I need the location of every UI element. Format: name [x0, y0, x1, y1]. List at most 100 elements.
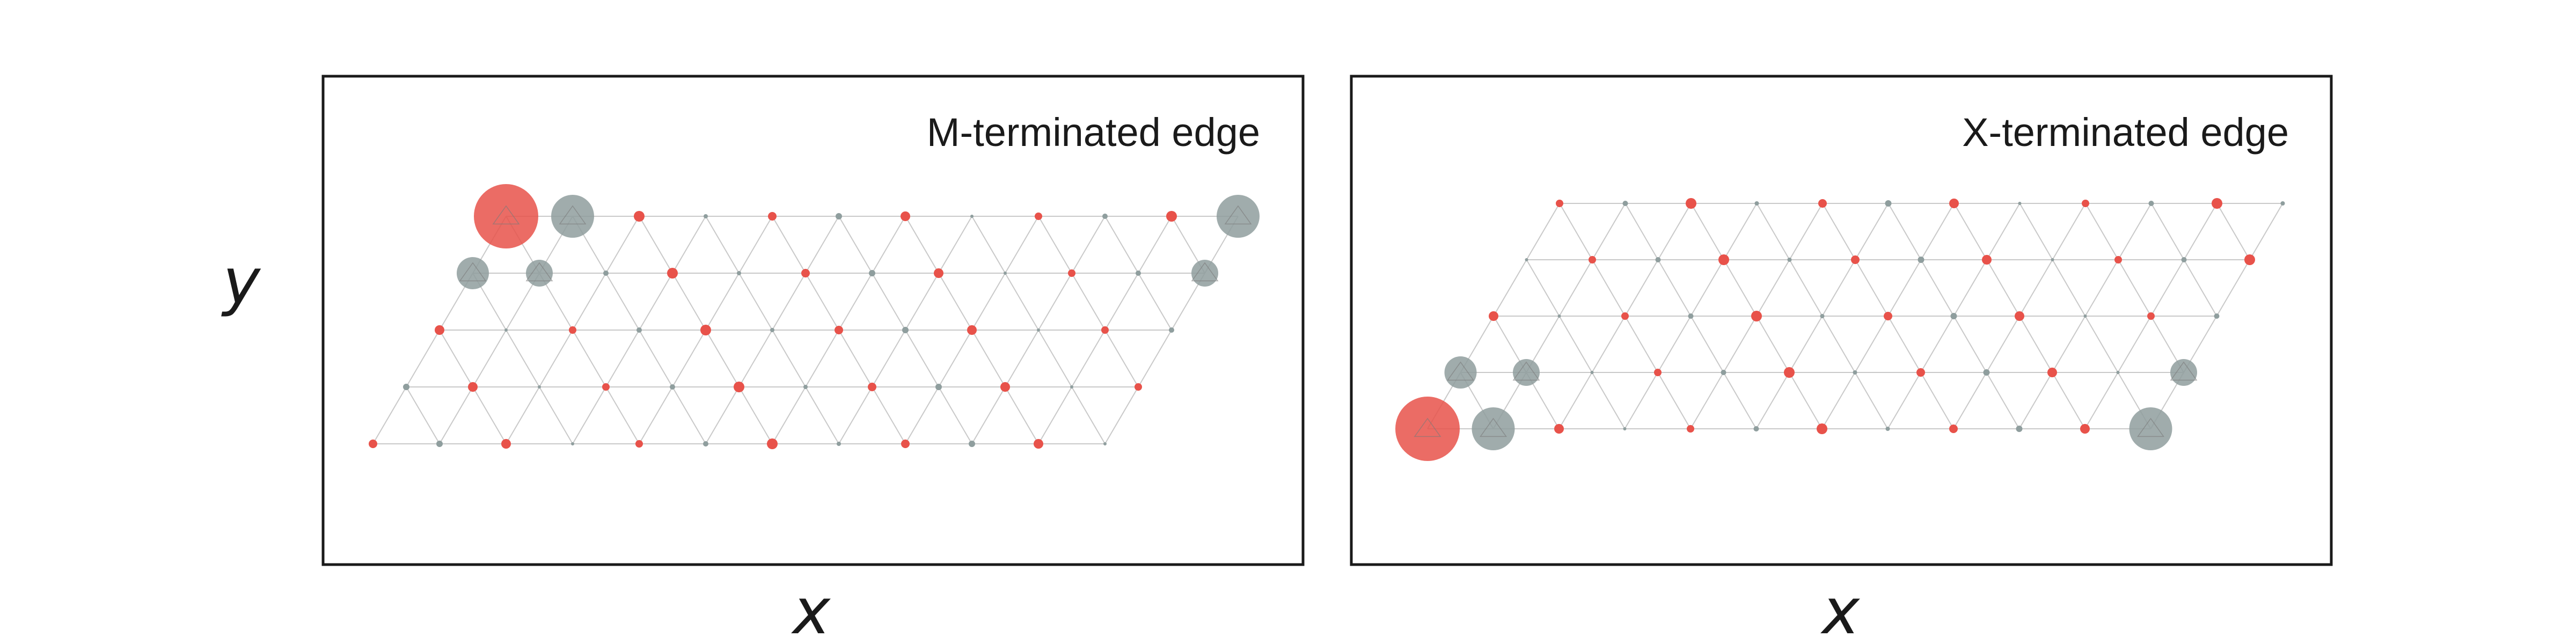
site-triangle-marker — [1414, 418, 1441, 437]
lattice-bond — [1624, 203, 1659, 260]
lattice-bond — [1920, 316, 1955, 373]
metal-site — [1818, 199, 1827, 208]
lattice-bond — [2052, 203, 2086, 260]
lattice-bond — [1690, 203, 1724, 260]
metal-site — [734, 382, 744, 392]
panel-title: X-terminated edge — [1962, 110, 2289, 155]
lattice-bond — [1756, 316, 1790, 373]
lattice-bond — [1822, 203, 1856, 260]
metal-site — [1554, 424, 1564, 434]
lattice-bond — [738, 330, 773, 387]
chalcogen-site — [436, 441, 443, 447]
lattice-bond — [838, 216, 873, 274]
lattice-bond — [738, 216, 773, 274]
lattice-bond — [572, 273, 606, 331]
lattice-bond — [1592, 259, 1626, 317]
lattice-bond — [672, 273, 706, 331]
lattice-bond — [1657, 259, 1692, 317]
chalcogen-site — [2051, 258, 2054, 261]
site-triangle-marker — [1191, 262, 1219, 282]
metal-site — [2244, 254, 2255, 265]
lattice-bond — [1953, 316, 1987, 373]
chalcogen-site — [1622, 201, 1628, 206]
metal-site — [667, 268, 678, 279]
lattice-bond — [2084, 259, 2119, 317]
lattice-bond — [1723, 316, 1757, 373]
metal-site — [2212, 198, 2222, 209]
metal-site — [835, 326, 843, 334]
lattice-bond — [738, 273, 773, 331]
lattice-bond — [971, 216, 1006, 274]
lattice-bond — [872, 386, 906, 444]
chalcogen-site — [636, 327, 642, 333]
lattice-bond — [1526, 203, 1560, 260]
lattice-bond — [1038, 330, 1072, 387]
chalcogen-site — [1787, 258, 1792, 262]
lattice-bond — [905, 386, 939, 444]
lattice-bond — [605, 273, 640, 331]
chalcogen-site — [1885, 427, 1890, 431]
site-triangle-marker — [459, 262, 487, 282]
lattice-bond — [2118, 203, 2152, 260]
metal-site — [1000, 382, 1010, 392]
chalcogen-site — [837, 442, 841, 446]
chalcogen-site — [737, 271, 741, 275]
panel-x-terminated-edge: X-terminated edge x — [1350, 75, 2333, 644]
lattice-bond — [805, 273, 839, 331]
lattice-bond — [2019, 316, 2053, 373]
lattice-bond — [372, 386, 407, 444]
lattice-bond — [971, 330, 1006, 387]
lattice-bond — [1986, 316, 2020, 373]
lattice-bond — [1690, 316, 1724, 373]
chalcogen-site — [1590, 371, 1594, 374]
lattice-bond — [1887, 372, 1921, 429]
metal-site — [1982, 255, 1992, 265]
lattice-bond — [1005, 330, 1039, 387]
chalcogen-site — [1004, 272, 1007, 275]
site-triangle-marker — [559, 205, 587, 225]
lattice-bond — [872, 273, 906, 331]
lattice-bond — [2150, 259, 2185, 317]
site-triangle-marker — [1447, 361, 1474, 381]
metal-site — [1851, 255, 1860, 264]
lattice-bond — [1887, 316, 1921, 373]
chalcogen-site — [1191, 260, 1218, 287]
chalcogen-site — [1217, 195, 1260, 238]
chalcogen-site — [1885, 200, 1892, 207]
metal-site — [1686, 198, 1696, 209]
lattice-bond — [2085, 203, 2119, 260]
lattice-bond — [2084, 372, 2119, 429]
lattice-bond — [1138, 330, 1172, 387]
lattice-bond — [472, 330, 507, 387]
lattice-bond — [938, 330, 972, 387]
metal-site — [1135, 383, 1142, 391]
lattice-bond — [2052, 259, 2086, 317]
metal-site — [501, 439, 511, 449]
lattice-bond — [1624, 372, 1658, 429]
lattice-bond — [672, 330, 706, 387]
lattice-bond — [872, 216, 906, 274]
metal-site — [1589, 256, 1596, 264]
lattice-bond — [805, 330, 839, 387]
lattice-bond — [2084, 316, 2119, 373]
chalcogen-site — [803, 385, 808, 389]
lattice-bond — [639, 273, 673, 331]
lattice-bond — [1071, 330, 1106, 387]
lattice-bond — [1789, 372, 1823, 429]
lattice-bond — [1138, 273, 1172, 331]
chalcogen-site — [1853, 370, 1857, 375]
metal-site — [602, 383, 610, 391]
lattice-bond — [2216, 259, 2250, 317]
lattice-bond — [2249, 203, 2284, 260]
lattice-bond — [705, 273, 740, 331]
metal-site — [2147, 312, 2155, 320]
metal-site — [1068, 269, 1075, 277]
chalcogen-site — [1557, 314, 1561, 318]
lattice-bond — [1005, 216, 1039, 274]
chalcogen-site — [1169, 327, 1174, 333]
metal-site — [1784, 367, 1795, 378]
metal-site — [768, 212, 777, 221]
metal-site — [1035, 213, 1042, 220]
lattice-bond — [639, 330, 673, 387]
